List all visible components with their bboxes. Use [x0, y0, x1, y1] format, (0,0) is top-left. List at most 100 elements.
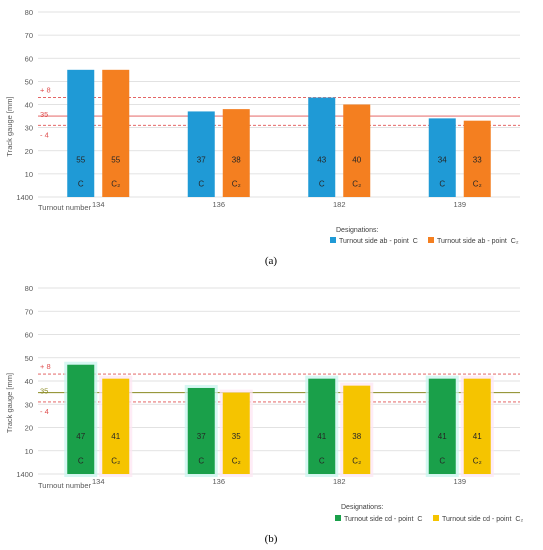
- reference-line-label: - 4: [40, 407, 49, 416]
- legend-title: Designations:: [341, 504, 383, 511]
- bar-point-label: C: [78, 180, 84, 189]
- bar-point-label: C₂: [111, 180, 120, 189]
- chart-panel-a: 1400 10 20 30 40 50 60 70 80 Track gauge [mm] + 8 3…: [5, 8, 520, 267]
- bar-point-label: C: [319, 180, 325, 189]
- bar: [343, 385, 371, 474]
- bar-value-label: 43: [317, 155, 326, 164]
- bar: [428, 118, 456, 197]
- legend-swatch: [433, 515, 439, 521]
- legend-symbol: C₂: [511, 238, 519, 245]
- legend-label: Turnout side ab - point: [339, 238, 409, 245]
- bar-value-label: 37: [197, 432, 206, 441]
- legend-label: Turnout side cd - point: [344, 516, 413, 523]
- bar-point-label: C: [78, 457, 84, 466]
- legend-swatch: [335, 515, 341, 521]
- y-tick-label: 1400: [16, 193, 33, 202]
- bar-value-label: 55: [76, 155, 85, 164]
- y-tick-label: 30: [25, 124, 33, 133]
- bar-point-label: C₂: [473, 180, 482, 189]
- bar-value-label: 38: [232, 155, 241, 164]
- legend-swatch: [428, 237, 434, 243]
- x-tick-label: 136: [212, 200, 225, 209]
- y-tick-label: 1400: [16, 470, 33, 479]
- bar: [343, 104, 371, 197]
- bar: [187, 387, 215, 474]
- bar-point-label: C₂: [232, 180, 241, 189]
- bar-value-label: 41: [438, 432, 447, 441]
- bar-value-label: 40: [352, 155, 361, 164]
- bar: [102, 69, 130, 197]
- legend-title: Designations:: [336, 227, 378, 234]
- y-tick-label: 20: [25, 147, 33, 156]
- bar-point-label: C₂: [352, 180, 361, 189]
- y-tick-label: 80: [25, 8, 33, 17]
- bar: [308, 378, 336, 474]
- legend-symbol: C₂: [515, 516, 523, 523]
- bar-value-label: 41: [473, 432, 482, 441]
- y-tick-label: 50: [25, 354, 33, 363]
- x-tick-label: 182: [333, 200, 346, 209]
- y-tick-label: 40: [25, 101, 33, 110]
- y-tick-label: 20: [25, 424, 33, 433]
- reference-line-label: + 8: [40, 86, 51, 95]
- y-tick-label: 10: [25, 170, 33, 179]
- y-tick-label: 10: [25, 447, 33, 456]
- bar-point-label: C₂: [111, 457, 120, 466]
- panel-label: (b): [265, 533, 278, 545]
- bar: [222, 392, 250, 474]
- x-axis-title: Turnout number: [38, 203, 92, 212]
- legend-symbol: C: [413, 238, 418, 245]
- bar-value-label: 47: [76, 432, 85, 441]
- bar-value-label: 35: [232, 432, 241, 441]
- chart-panel-b: 1400 10 20 30 40 50 60 70 80 Track gauge [mm] + 8 3…: [5, 284, 523, 545]
- bar: [222, 109, 250, 197]
- bar-value-label: 55: [111, 155, 120, 164]
- reference-line-label: 35: [40, 387, 48, 396]
- bar: [463, 120, 491, 197]
- bar-value-label: 41: [111, 432, 120, 441]
- x-tick-label: 136: [212, 477, 225, 486]
- legend-label: Turnout side cd - point: [442, 516, 511, 523]
- bar-point-label: C: [198, 457, 204, 466]
- y-tick-label: 80: [25, 284, 33, 293]
- x-tick-label: 134: [92, 477, 105, 486]
- bar-point-label: C₂: [473, 457, 482, 466]
- bar-value-label: 41: [317, 432, 326, 441]
- bar-point-label: C: [198, 180, 204, 189]
- bar: [308, 97, 336, 197]
- y-tick-label: 50: [25, 77, 33, 86]
- reference-line-label: 35: [40, 110, 48, 119]
- bar: [187, 111, 215, 197]
- bar-value-label: 33: [473, 155, 482, 164]
- legend-symbol: C: [417, 516, 422, 523]
- y-tick-label: 60: [25, 331, 33, 340]
- bar-point-label: C: [439, 457, 445, 466]
- panel-label: (a): [265, 255, 278, 267]
- x-tick-label: 139: [453, 477, 466, 486]
- y-tick-label: 30: [25, 400, 33, 409]
- bar-point-label: C: [439, 180, 445, 189]
- x-tick-label: 182: [333, 477, 346, 486]
- legend-label: Turnout side ab - point: [437, 238, 507, 245]
- bar-point-label: C₂: [232, 457, 241, 466]
- bar-point-label: C₂: [352, 457, 361, 466]
- bar: [463, 378, 491, 474]
- legend-swatch: [330, 237, 336, 243]
- bar: [67, 364, 95, 474]
- y-tick-label: 60: [25, 54, 33, 63]
- y-axis-title: Track gauge [mm]: [5, 373, 14, 433]
- bar: [102, 378, 130, 474]
- x-tick-label: 134: [92, 200, 105, 209]
- bar: [67, 69, 95, 197]
- bar: [428, 378, 456, 474]
- y-tick-label: 70: [25, 307, 33, 316]
- reference-line-label: - 4: [40, 130, 49, 139]
- bar-point-label: C: [319, 457, 325, 466]
- x-axis-title: Turnout number: [38, 481, 92, 490]
- x-tick-label: 139: [453, 200, 466, 209]
- bar-value-label: 38: [352, 432, 361, 441]
- reference-line-label: + 8: [40, 362, 51, 371]
- bar-value-label: 37: [197, 155, 206, 164]
- y-tick-label: 70: [25, 31, 33, 40]
